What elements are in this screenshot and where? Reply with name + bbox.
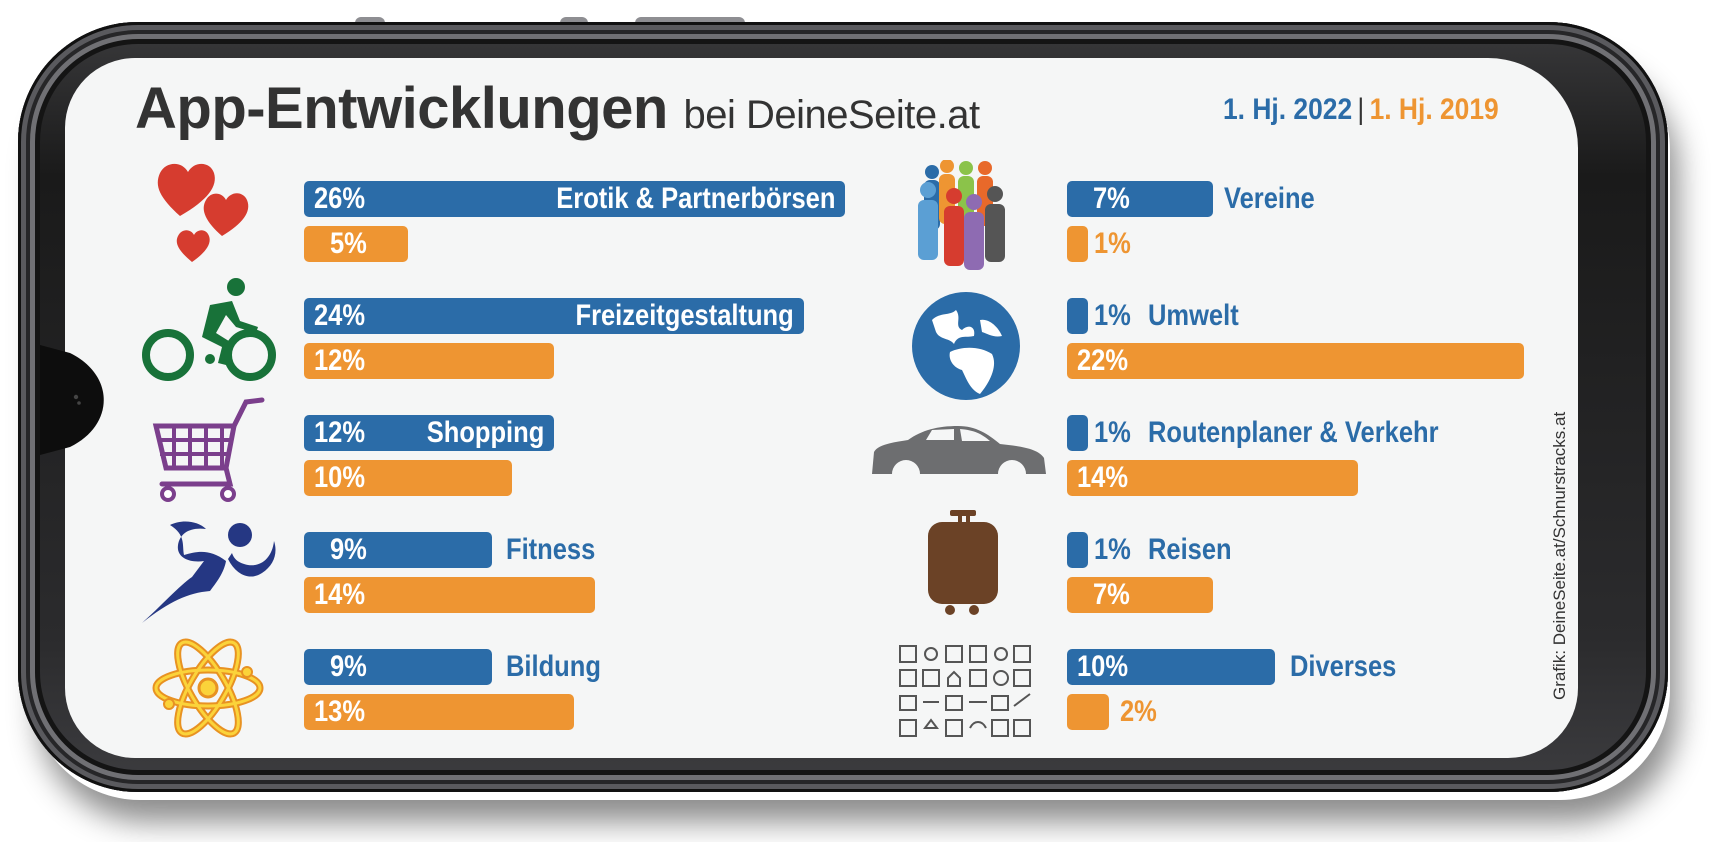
value-2022: 26%	[314, 182, 366, 215]
bar-2022-routenplaner	[1067, 415, 1088, 451]
bar-2019-reisen: 7%	[1067, 577, 1213, 613]
value-2022: 7%	[1093, 182, 1130, 215]
value-2019: 14%	[1077, 461, 1129, 494]
value-2019: 7%	[1093, 578, 1130, 611]
category-label: Erotik & Partnerbörsen	[555, 182, 835, 215]
category-label: Routenplaner & Verkehr	[1148, 416, 1439, 449]
bar-2019-routenplaner: 14%	[1067, 460, 1358, 496]
bar-2019-vereine	[1067, 226, 1088, 262]
bar-2022-freizeit: 24% Freizeitgestaltung	[304, 298, 804, 334]
phone-side-button	[635, 17, 745, 25]
value-2022: 10%	[1077, 650, 1129, 683]
phone-side-button	[355, 17, 385, 25]
bar-2022-vereine: 7%	[1067, 181, 1213, 217]
bar-2019-bildung: 13%	[304, 694, 574, 730]
bar-2019-erotik: 5%	[304, 226, 408, 262]
value-2019: 1%	[1094, 227, 1131, 260]
phone-side-button	[560, 17, 588, 25]
category-label: Bildung	[506, 650, 601, 683]
bar-2022-erotik: 26% Erotik & Partnerbörsen	[304, 181, 845, 217]
value-2022: 12%	[314, 416, 366, 449]
suitcase-icon	[928, 510, 998, 615]
category-label: Shopping	[426, 416, 544, 449]
value-2019: 5%	[330, 227, 367, 260]
bar-2019-umwelt: 22%	[1067, 343, 1524, 379]
camera-notch	[40, 345, 104, 455]
value-2022: 9%	[330, 533, 367, 566]
value-2022: 24%	[314, 299, 366, 332]
legend-2019: 1. Hj. 2019	[1369, 93, 1499, 126]
value-2019: 22%	[1077, 344, 1129, 377]
title-main: App-Entwicklungen	[135, 76, 668, 141]
bar-2019-fitness: 14%	[304, 577, 595, 613]
value-2022: 1%	[1094, 533, 1131, 566]
value-2019: 10%	[314, 461, 366, 494]
misc-icons-grid-icon	[899, 645, 1031, 737]
legend-2022: 1. Hj. 2022	[1223, 93, 1353, 126]
bar-2022-shopping: 12% Shopping	[304, 415, 554, 451]
credit-text: Grafik: DeineSeite.at/Schnurstracks.at	[1550, 411, 1569, 700]
bar-2022-diverses: 10%	[1067, 649, 1275, 685]
category-label: Vereine	[1224, 182, 1315, 215]
cyclist-icon	[142, 278, 276, 381]
category-label: Fitness	[506, 533, 596, 566]
runner-icon	[142, 521, 276, 623]
bar-2019-freizeit: 12%	[304, 343, 554, 379]
value-2019: 2%	[1120, 695, 1157, 728]
value-2022: 1%	[1094, 299, 1131, 332]
bar-2022-fitness: 9%	[304, 532, 492, 568]
legend-separator: |	[1357, 93, 1365, 126]
bar-2022-bildung: 9%	[304, 649, 492, 685]
page-title: App-Entwicklungen bei DeineSeite.at	[135, 75, 980, 142]
title-sub: bei DeineSeite.at	[683, 93, 980, 137]
bar-2022-umwelt	[1067, 298, 1088, 334]
atom-icon	[152, 638, 264, 738]
car-icon	[872, 426, 1046, 485]
category-label: Diverses	[1290, 650, 1397, 683]
value-2022: 1%	[1094, 416, 1131, 449]
value-2019: 12%	[314, 344, 366, 377]
people-group-icon	[918, 160, 1005, 270]
legend: 1. Hj. 2022 | 1. Hj. 2019	[1223, 93, 1499, 127]
phone-screen	[65, 58, 1578, 758]
bar-2019-diverses	[1067, 694, 1109, 730]
shopping-cart-icon	[152, 397, 265, 502]
bar-2022-reisen	[1067, 532, 1088, 568]
category-label: Umwelt	[1148, 299, 1239, 332]
value-2019: 13%	[314, 695, 366, 728]
value-2022: 9%	[330, 650, 367, 683]
bar-2019-shopping: 10%	[304, 460, 512, 496]
value-2019: 14%	[314, 578, 366, 611]
category-label: Freizeitgestaltung	[575, 299, 794, 332]
category-label: Reisen	[1148, 533, 1232, 566]
globe-icon	[912, 292, 1020, 400]
hearts-icon	[157, 163, 249, 262]
